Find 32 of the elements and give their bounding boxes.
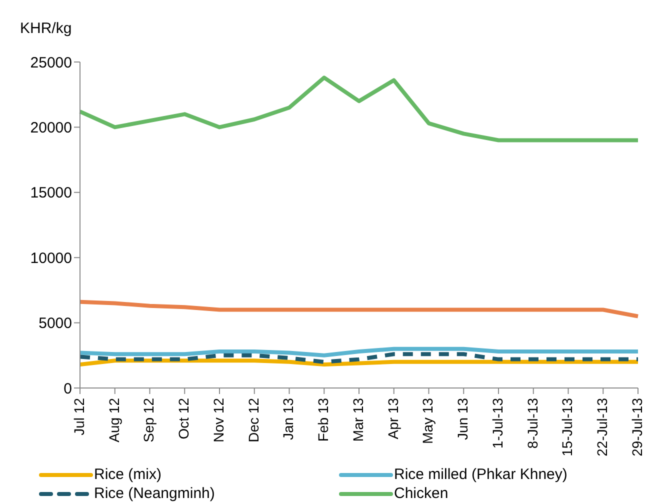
x-tick-label: May 13: [420, 398, 436, 444]
x-tick-label: Feb 13: [315, 398, 332, 442]
x-tick-label: Nov 12: [210, 398, 226, 442]
x-tick-label: Mar 13: [350, 398, 366, 442]
x-tick-label: 1-Jul-13: [489, 398, 506, 449]
x-tick-label: 15-Jul-13: [559, 398, 576, 456]
x-tick-label: Jul 12: [70, 398, 87, 436]
y-tick-label: 15000: [30, 184, 72, 202]
line-series: [78, 346, 640, 358]
line-series: [78, 76, 640, 142]
legend-label: Rice (Neangminh): [94, 485, 215, 502]
y-tick-label: 0: [64, 380, 72, 398]
x-tick-label: Apr 13: [384, 398, 401, 440]
y-tick-label: 20000: [30, 120, 72, 137]
legend-label: Rice (mix): [94, 466, 162, 483]
legend-label: Chicken: [394, 485, 448, 502]
x-tick-label: 22-Jul-13: [594, 398, 610, 456]
x-tick-label: Oct 12: [176, 398, 192, 440]
y-tick-label: 5000: [38, 315, 72, 332]
y-axis-title: KHR/kg: [20, 20, 72, 37]
x-tick-label: 8-Jul-13: [524, 398, 540, 449]
legend-label: Rice milled (Phkar Khney): [394, 466, 568, 483]
x-tick-label: Sep 12: [140, 398, 157, 442]
line-series: [78, 352, 640, 364]
line-series: [78, 300, 640, 318]
x-tick-label: Jan 13: [280, 398, 296, 440]
x-tick-label: Aug 12: [106, 398, 122, 442]
x-tick-label: 29-Jul-13: [628, 398, 645, 456]
x-tick-label: Dec 12: [245, 398, 262, 442]
x-tick-label: Jun 13: [454, 398, 471, 440]
y-tick-label: 10000: [30, 250, 72, 267]
y-tick-label: 25000: [30, 54, 72, 72]
